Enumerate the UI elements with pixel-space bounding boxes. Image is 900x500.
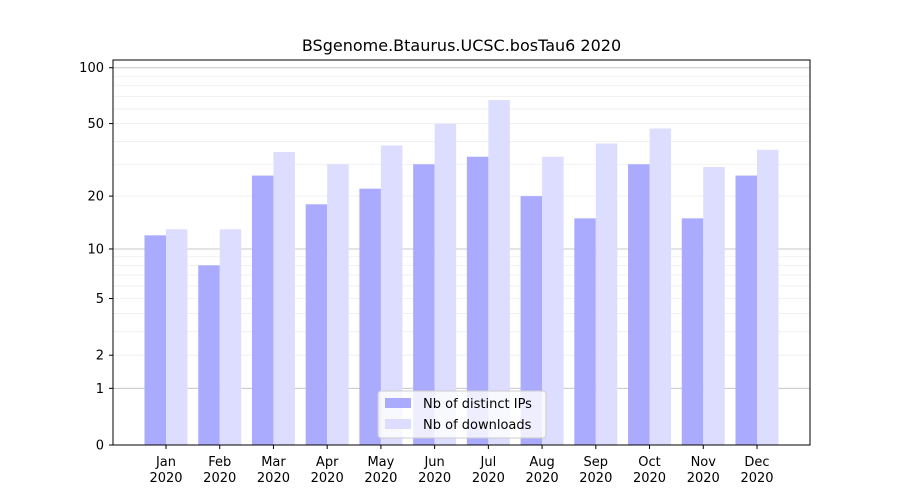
bar-distinct-ips xyxy=(681,218,704,445)
x-tick-label: Jul 2020 xyxy=(472,455,505,486)
bar-distinct-ips xyxy=(574,218,596,445)
bar-downloads xyxy=(649,128,672,445)
x-tick-label: May 2020 xyxy=(364,455,397,486)
bar-distinct-ips xyxy=(144,235,166,445)
legend-swatch xyxy=(385,398,411,408)
x-tick-label: Jun 2020 xyxy=(418,455,451,486)
x-tick-label: Feb 2020 xyxy=(203,455,236,486)
bar-downloads xyxy=(327,164,349,445)
x-tick-label: Nov 2020 xyxy=(687,455,720,486)
bar-downloads xyxy=(219,229,242,445)
y-tick-label: 2 xyxy=(96,349,104,364)
y-tick-label: 1 xyxy=(96,382,104,397)
y-tick-label: 50 xyxy=(87,117,104,132)
x-tick-label: Mar 2020 xyxy=(257,455,290,486)
bar-downloads xyxy=(434,123,457,446)
bar-downloads xyxy=(703,166,725,445)
x-tick-label: Sep 2020 xyxy=(579,455,612,486)
chart-title: BSgenome.Btaurus.UCSC.bosTau6 2020 xyxy=(302,36,621,55)
y-tick-label: 5 xyxy=(96,292,104,307)
bar-downloads xyxy=(380,145,403,445)
bar-downloads xyxy=(273,152,295,445)
bar-downloads xyxy=(757,149,779,445)
bar-downloads xyxy=(488,100,510,446)
bar-distinct-ips xyxy=(251,175,274,445)
bar-downloads xyxy=(542,156,564,446)
legend-swatch xyxy=(385,419,411,429)
plot-frame xyxy=(112,59,811,446)
bar-downloads xyxy=(166,229,188,445)
bar-downloads xyxy=(595,143,618,445)
x-tick-label: Dec 2020 xyxy=(740,455,773,486)
legend-label: Nb of downloads xyxy=(423,418,532,433)
x-tick-label: Aug 2020 xyxy=(526,455,559,486)
legend-box xyxy=(377,390,547,439)
y-tick-label: 0 xyxy=(96,439,104,454)
bar-distinct-ips xyxy=(520,196,543,445)
y-tick-label: 20 xyxy=(87,190,104,205)
bar-distinct-ips xyxy=(466,156,489,446)
x-tick-label: Apr 2020 xyxy=(311,455,344,486)
x-tick-label: Jan 2020 xyxy=(149,455,182,486)
bar-distinct-ips xyxy=(359,188,381,445)
bar-distinct-ips xyxy=(305,204,328,445)
legend-label: Nb of distinct IPs xyxy=(423,397,532,412)
bar-distinct-ips xyxy=(735,175,757,445)
bar-distinct-ips xyxy=(413,164,435,445)
y-tick-label: 10 xyxy=(87,242,104,257)
legend: Nb of distinct IPs Nb of downloads xyxy=(377,390,547,439)
bar-distinct-ips xyxy=(628,164,650,445)
y-tick-label: 100 xyxy=(79,61,104,76)
bar-distinct-ips xyxy=(198,265,220,445)
x-tick-label: Oct 2020 xyxy=(633,455,666,486)
